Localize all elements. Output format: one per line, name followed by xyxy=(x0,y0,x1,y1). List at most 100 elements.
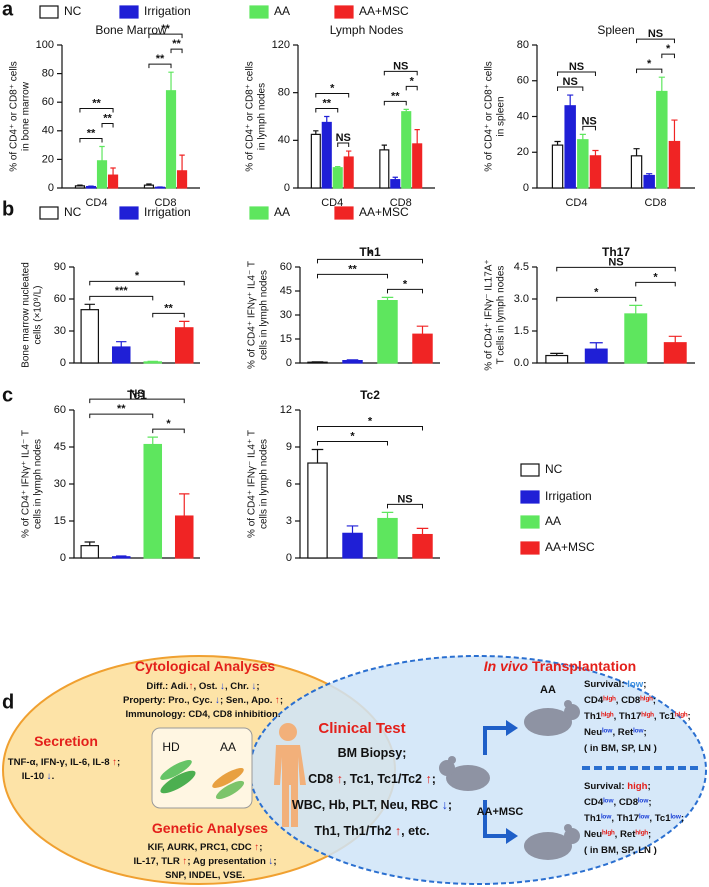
cell xyxy=(212,768,244,788)
error-bar xyxy=(579,133,586,140)
bar xyxy=(165,90,177,189)
significance-label: ** xyxy=(391,90,400,102)
diagram-text: KIF, AURK, PRC1, CDC ↑; xyxy=(148,842,263,853)
y-axis-label: % of CD4⁺ or CD8⁺ cells xyxy=(9,61,20,172)
y-axis-label: % of CD4⁺ IFNγ⁺ IL4⁻ T xyxy=(21,430,32,538)
error-bar xyxy=(633,148,640,156)
legend-swatch xyxy=(334,5,354,19)
diagram-text: ( in BM, SP, LN ) xyxy=(584,845,657,856)
significance-label: ** xyxy=(156,53,165,65)
bar xyxy=(321,121,332,189)
legend-swatch xyxy=(334,206,354,220)
significance-bracket xyxy=(383,100,407,106)
error-bar xyxy=(592,149,599,156)
y-tick-label: 0 xyxy=(60,357,66,369)
y-tick-label: 80 xyxy=(42,68,54,80)
error-bar xyxy=(414,129,420,144)
significance-label: ** xyxy=(322,97,331,109)
significance-bracket xyxy=(635,281,676,287)
significance-bracket xyxy=(317,258,423,264)
diagram-text: Clinical Test xyxy=(318,720,405,737)
bar xyxy=(342,360,363,364)
error-bar xyxy=(658,76,665,92)
y-tick-label: 120 xyxy=(272,39,290,51)
diagram-text: Neuˡᵒʷ, Retˡᵒʷ; xyxy=(584,727,647,738)
significance-bracket xyxy=(661,53,675,59)
significance-label: NS xyxy=(648,28,663,40)
significance-bracket xyxy=(89,413,154,419)
y-tick-label: 60 xyxy=(54,404,66,416)
diagram-text: Genetic Analyses xyxy=(152,820,268,836)
legend-label: AA+MSC xyxy=(359,205,409,219)
bar xyxy=(390,179,401,189)
significance-bracket xyxy=(636,68,663,74)
bar xyxy=(143,184,155,189)
significance-label: NS xyxy=(336,132,351,144)
bar xyxy=(584,348,608,364)
legend-label: Irrigation xyxy=(144,205,191,219)
y-axis-label: in spleen xyxy=(496,96,507,136)
legend-label: AA xyxy=(274,4,290,18)
legend-swatch xyxy=(520,490,540,504)
error-bar xyxy=(110,167,116,176)
error-bar xyxy=(335,165,341,168)
significance-label: * xyxy=(410,75,415,87)
y-axis-label: % of CD4⁺ IFNγ⁺ IL4⁻ T xyxy=(247,261,258,369)
significance-label: * xyxy=(135,270,140,282)
bar xyxy=(377,300,398,364)
y-axis-label: cells in lymph nodes xyxy=(33,439,44,529)
diagram-shapes xyxy=(2,655,707,885)
significance-label: ** xyxy=(103,112,112,124)
y-tick-label: 80 xyxy=(517,39,529,51)
error-bar xyxy=(416,325,429,335)
error-bar xyxy=(392,176,398,180)
legend-label: NC xyxy=(545,462,563,476)
bar xyxy=(174,515,194,559)
cell xyxy=(215,780,245,800)
error-bar xyxy=(116,555,127,557)
error-bar xyxy=(346,359,359,361)
significance-label: * xyxy=(403,278,408,290)
bar xyxy=(656,90,668,189)
significance-bracket xyxy=(315,108,339,113)
significance-label: NS xyxy=(581,115,596,127)
diagram-text: AA+MSC xyxy=(477,806,524,818)
error-bar xyxy=(671,119,678,142)
diagram-text: Survival: high; xyxy=(584,781,651,792)
legend-swatch xyxy=(249,5,269,19)
bar xyxy=(307,462,328,559)
error-bar xyxy=(179,320,190,328)
y-tick-label: 3.0 xyxy=(514,293,529,305)
y-axis-label: % of CD4⁺ or CD8⁺ cells xyxy=(484,61,495,172)
bar xyxy=(412,533,433,559)
x-tick-label: CD4 xyxy=(321,197,343,209)
bar xyxy=(379,149,390,189)
error-bar xyxy=(313,130,319,135)
error-bar xyxy=(646,173,653,176)
diagram-text: BM Biopsy; xyxy=(338,746,407,760)
significance-label: ** xyxy=(348,263,357,275)
error-bar xyxy=(346,525,359,534)
significance-label: * xyxy=(368,248,373,260)
y-tick-label: 100 xyxy=(36,39,54,51)
legend-swatch xyxy=(249,206,269,220)
error-bar xyxy=(403,108,409,112)
diagram-text: CD8 ↑, Tc1, Tc1/Tc2 ↑; xyxy=(308,772,436,786)
bar xyxy=(624,313,648,364)
bar xyxy=(343,156,354,189)
y-tick-label: 9 xyxy=(286,441,292,453)
significance-label: * xyxy=(653,271,658,283)
y-tick-label: 30 xyxy=(54,325,66,337)
y-tick-label: 12 xyxy=(280,404,292,416)
y-tick-label: 4.5 xyxy=(514,261,529,273)
significance-label: ** xyxy=(92,97,101,109)
error-bar xyxy=(550,352,564,356)
bar xyxy=(107,174,119,189)
bar xyxy=(143,361,163,364)
y-tick-label: 80 xyxy=(278,87,290,99)
significance-label: ** xyxy=(117,403,126,415)
legend-swatch xyxy=(39,5,59,19)
bar xyxy=(663,342,687,364)
significance-bracket xyxy=(89,295,154,301)
